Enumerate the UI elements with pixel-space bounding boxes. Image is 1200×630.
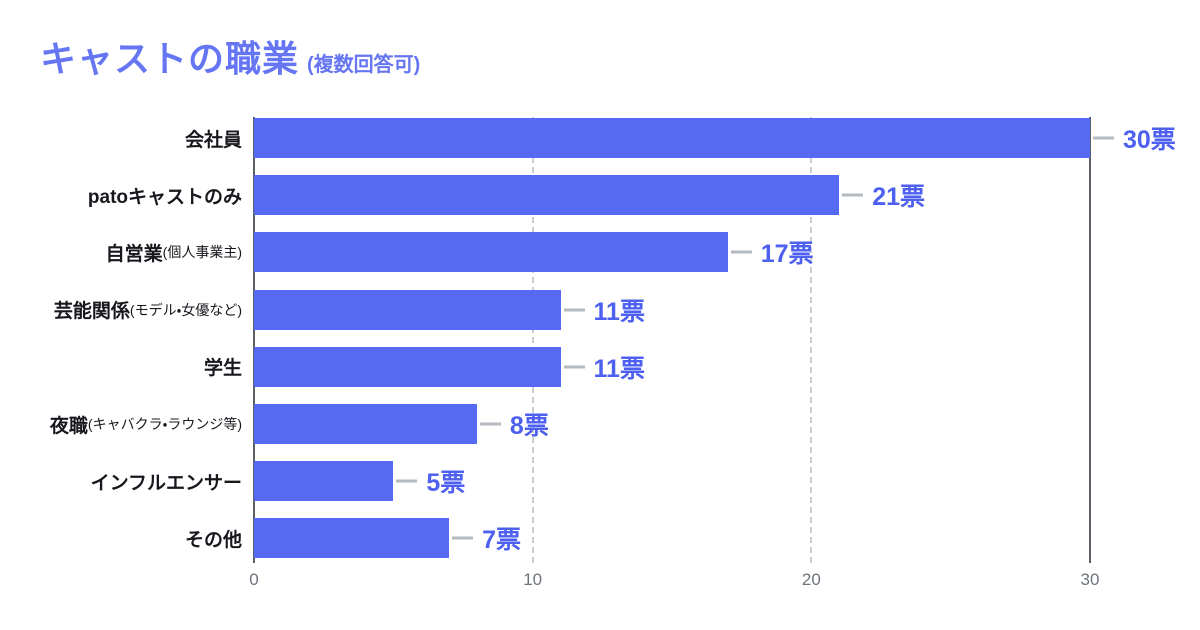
chart-row: その他 7票 — [185, 518, 1090, 559]
bar — [254, 518, 450, 559]
chart-row: インフルエンサー 5票 — [91, 461, 1090, 502]
bar — [254, 404, 477, 444]
category-label-sub: (キャバクラ・ラウンジ等) — [87, 416, 242, 432]
chart-row: 自営業 (個人事業主) 17票 — [106, 232, 1090, 273]
category-label-main: patoキャストのみ — [87, 186, 242, 208]
value-label: 17票 — [760, 240, 814, 269]
category-label-main: インフルエンサー — [90, 472, 242, 494]
gridline-0 — [253, 117, 255, 563]
x-axis-tick-label-30: 30 — [1080, 570, 1100, 589]
value-label: 8票 — [509, 412, 549, 440]
chart-row: 夜職 (キャバクラ・ラウンジ等) 8票 — [50, 404, 1090, 444]
x-axis-tick-label-0: 0 — [249, 570, 259, 589]
x-axis-tick-label-10: 10 — [523, 570, 543, 589]
category-label-main: 会社員 — [184, 129, 242, 151]
bar — [254, 232, 728, 273]
bar — [254, 118, 1090, 158]
bar — [254, 289, 561, 330]
category-label: 学生 — [2, 347, 242, 387]
category-label-main: 芸能関係 — [53, 301, 130, 323]
bar-chart-plot-area: 0 10 20 30 会社員 30票 patoキャストのみ 21票 自営業 (個人事業主… — [50, 117, 1176, 589]
chart-row: patoキャストのみ 21票 — [88, 175, 1090, 216]
gridline-30 — [1089, 117, 1091, 563]
x-axis-tick-label-20: 20 — [801, 570, 821, 589]
category-label: 芸能関係 (モデル・女優など) — [2, 290, 242, 330]
category-label: インフルエンサー — [2, 461, 242, 501]
value-label: 7票 — [482, 526, 521, 555]
bar — [254, 175, 840, 216]
category-label: その他 — [2, 518, 242, 558]
leader-line — [563, 308, 585, 312]
value-label: 11票 — [593, 354, 645, 383]
category-label: patoキャストのみ — [2, 175, 242, 215]
leader-line — [396, 479, 418, 483]
chart-row: 芸能関係 (モデル・女優など) 11票 — [54, 289, 1090, 330]
gridline-20 — [810, 117, 813, 563]
leader-line — [1093, 136, 1114, 140]
leader-line — [563, 365, 585, 369]
value-label: 30票 — [1123, 126, 1176, 154]
value-label: 11票 — [593, 297, 645, 326]
gridline-10 — [531, 117, 534, 563]
leader-line — [730, 250, 752, 254]
category-label-main: その他 — [184, 529, 242, 551]
category-label-main: 夜職 — [49, 415, 88, 437]
page-title: キャストの職業 — [40, 38, 300, 79]
category-label: 自営業 (個人事業主) — [2, 232, 242, 272]
category-label: 会社員 — [2, 118, 242, 158]
category-label-sub: (個人事業主) — [162, 244, 242, 261]
bar — [254, 346, 561, 387]
leader-line — [452, 536, 474, 540]
chart-row: 会社員 30票 — [185, 118, 1176, 158]
category-label: 夜職 (キャバクラ・ラウンジ等) — [2, 404, 242, 444]
page-title-note: (複数回答可) — [307, 54, 421, 76]
chart-header: キャストの職業 (複数回答可) — [40, 30, 420, 82]
value-label: 21票 — [872, 183, 925, 212]
category-label-sub: (モデル・女優など) — [129, 301, 242, 318]
leader-line — [842, 193, 864, 197]
chart-row: 学生 11票 — [204, 346, 1090, 387]
category-label-main: 学生 — [203, 358, 242, 380]
value-label: 5票 — [426, 469, 466, 498]
bar — [254, 461, 394, 502]
category-label-main: 自営業 — [105, 243, 163, 265]
leader-line — [479, 422, 501, 426]
